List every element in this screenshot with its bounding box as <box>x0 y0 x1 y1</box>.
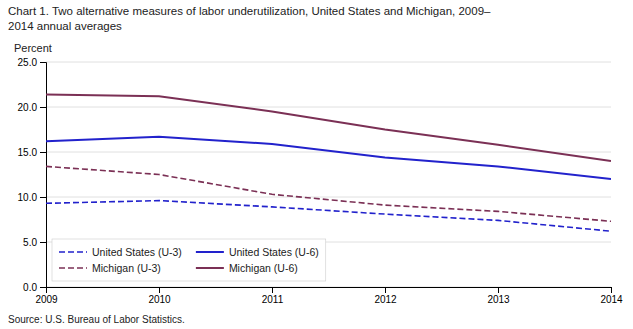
y-tick-mark <box>40 197 46 198</box>
x-tick: 2010 <box>148 287 171 305</box>
lines <box>46 94 611 231</box>
y-tick: 0.0 <box>23 282 46 293</box>
x-tick-label: 2009 <box>35 294 58 305</box>
legend-item: United States (U-6) <box>196 246 319 258</box>
y-tick: 15.0 <box>18 147 46 158</box>
grid-line <box>46 197 611 198</box>
y-tick: 25.0 <box>18 57 46 68</box>
title: Chart 1. Two alternative measures of lab… <box>8 5 491 17</box>
legend-swatch <box>59 251 87 253</box>
y-tick: 10.0 <box>18 192 46 203</box>
legend-box <box>52 239 326 281</box>
y-axis-line <box>40 63 47 288</box>
x-tick-mark <box>611 287 612 293</box>
y-tick-mark <box>40 152 46 153</box>
x-tick-label: 2013 <box>487 294 510 305</box>
y-tick-label: 15.0 <box>18 147 38 158</box>
grid <box>46 62 611 287</box>
legend-item: United States (U-3) <box>59 246 182 258</box>
x-tick-label: 2011 <box>262 294 284 305</box>
x-tick-mark <box>385 287 386 293</box>
x-tick: 2009 <box>35 287 58 305</box>
series-line <box>46 166 611 221</box>
legend-swatch <box>196 251 224 253</box>
legend-label: Michigan (U-6) <box>229 262 298 274</box>
legend-label: United States (U-3) <box>92 246 182 258</box>
y-axis: 0.0 5.0 10.0 15.0 20.0 25.0 <box>18 57 47 293</box>
legend-item: Michigan (U-6) <box>196 262 298 274</box>
x-tick: 2013 <box>487 287 510 305</box>
chart: Chart 1. Two alternative measures of lab… <box>0 0 633 329</box>
legend-swatch <box>196 267 224 269</box>
x-tick-label: 2010 <box>148 294 171 305</box>
y-axis-label: Percent <box>14 42 52 54</box>
legend-label: Michigan (U-3) <box>92 262 161 274</box>
y-tick-label: 0.0 <box>23 282 37 293</box>
x-tick-mark <box>498 287 499 293</box>
title: 2014 annual averages <box>8 20 122 32</box>
grid-line <box>46 62 611 63</box>
y-tick-mark <box>40 62 46 63</box>
legend-label: United States (U-6) <box>229 246 319 258</box>
x-tick: 2011 <box>262 287 284 305</box>
x-tick-mark <box>272 287 273 293</box>
x-axis-line <box>47 288 612 294</box>
plot-area: 0.05.010.015.020.025.0200920102011201220… <box>18 57 624 305</box>
x-tick-mark <box>159 287 160 293</box>
legend: United States (U-3) Michigan (U-3) United … <box>52 239 326 281</box>
y-tick: 5.0 <box>23 237 46 248</box>
grid-line <box>46 107 611 108</box>
y-tick-label: 5.0 <box>23 237 37 248</box>
y-tick-label: 25.0 <box>18 57 38 68</box>
source-note: Source: U.S. Bureau of Labor Statistics. <box>8 314 185 325</box>
y-tick-mark <box>40 107 46 108</box>
x-tick: 2014 <box>600 287 623 305</box>
x-tick-label: 2014 <box>600 294 623 305</box>
x-tick-mark <box>46 287 47 293</box>
legend-swatch <box>59 267 87 269</box>
y-tick-label: 10.0 <box>18 192 38 203</box>
y-tick: 20.0 <box>18 102 46 113</box>
legend-item: Michigan (U-3) <box>59 262 161 274</box>
series-line <box>46 94 611 161</box>
series-line <box>46 137 611 179</box>
x-tick: 2012 <box>374 287 397 305</box>
x-axis: 2009 2010 2011 2012 2013 2014 <box>35 287 623 305</box>
y-tick-mark <box>40 242 46 243</box>
y-tick-mark <box>40 287 46 288</box>
series-line <box>46 201 611 232</box>
x-tick-label: 2012 <box>374 294 397 305</box>
y-tick-label: 20.0 <box>18 102 38 113</box>
